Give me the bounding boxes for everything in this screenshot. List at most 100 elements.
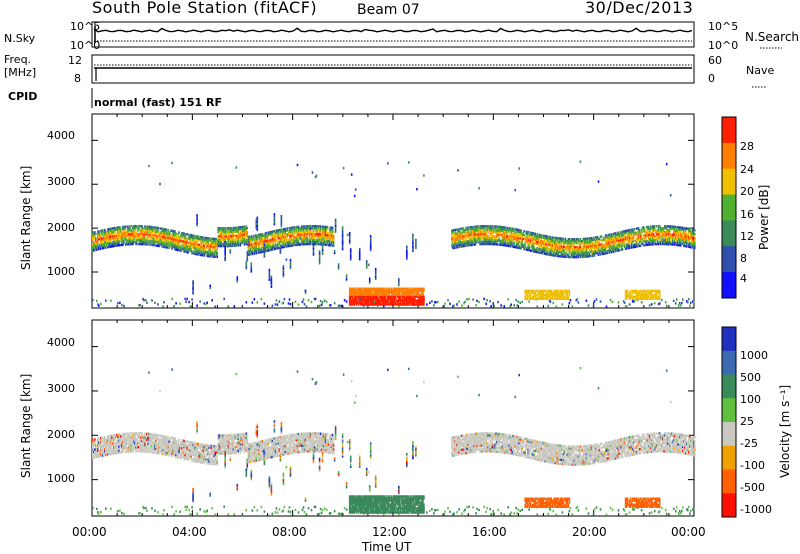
rti-cell xyxy=(644,293,647,297)
rti-cell xyxy=(273,219,276,222)
rti-cell xyxy=(565,247,568,251)
rti-cell xyxy=(217,236,219,240)
rti-cell xyxy=(323,231,326,234)
rti-cell xyxy=(100,229,102,233)
rti-cell xyxy=(383,301,385,304)
rti-cell xyxy=(245,263,248,266)
rti-cell xyxy=(257,245,260,248)
rti-cell xyxy=(176,242,178,245)
rti-cell xyxy=(246,232,249,236)
rti-cell xyxy=(534,248,537,251)
rti-cell xyxy=(597,241,600,245)
rti-cell xyxy=(556,289,559,293)
rti-cell xyxy=(259,251,262,254)
rti-cell xyxy=(622,230,625,233)
rti-cell xyxy=(283,229,286,233)
rti-cell xyxy=(173,236,175,239)
rti-cell xyxy=(454,230,456,234)
rti-cell xyxy=(552,297,555,300)
rti-cell xyxy=(327,243,330,247)
rti-cell xyxy=(212,251,214,254)
rti-cell xyxy=(171,239,173,242)
rti-cell xyxy=(127,229,129,232)
rti-cell xyxy=(563,243,566,247)
rti-cell xyxy=(486,225,488,228)
rti-cell xyxy=(480,227,482,230)
rti-cell xyxy=(286,241,289,244)
rti-cell xyxy=(535,297,538,300)
rti-cell xyxy=(228,236,231,240)
rti-cell xyxy=(535,250,538,254)
rti-cell xyxy=(146,243,148,246)
rti-cell xyxy=(555,289,558,293)
rti-cell xyxy=(110,235,112,238)
rti-cell xyxy=(348,237,351,241)
rti-cell xyxy=(108,237,110,241)
rti-cell xyxy=(562,245,565,248)
rti-cell xyxy=(550,291,553,295)
rti-cell xyxy=(416,301,418,304)
rti-cell xyxy=(162,305,164,308)
rti-cell xyxy=(514,238,516,241)
rti-cell xyxy=(123,231,125,234)
rti-cell xyxy=(531,291,534,295)
rti-cell xyxy=(257,243,260,247)
rti-cell xyxy=(503,230,505,233)
rti-cell xyxy=(501,235,503,239)
rti-cell xyxy=(175,244,177,247)
rti-cell xyxy=(285,245,288,248)
rti-cell xyxy=(353,194,356,198)
rti-cell xyxy=(319,237,322,240)
rti-cell xyxy=(110,245,112,248)
rti-cell xyxy=(190,236,192,239)
rti-cell xyxy=(281,242,284,245)
rti-cell xyxy=(561,249,564,252)
rti-cell xyxy=(519,246,521,250)
rti-cell xyxy=(111,237,113,240)
rti-cell xyxy=(589,241,592,244)
rti-cell xyxy=(556,244,559,248)
rti-cell xyxy=(129,229,131,232)
rti-cell xyxy=(459,233,461,237)
rti-cell xyxy=(135,242,137,246)
rti-cell xyxy=(253,252,256,255)
rti-cell xyxy=(163,239,165,243)
rti-cell xyxy=(658,229,661,232)
rti-cell xyxy=(524,238,526,241)
rti-cell xyxy=(466,232,468,235)
rti-cell xyxy=(636,297,639,300)
rti-cell xyxy=(476,299,478,303)
rti-cell xyxy=(494,227,496,230)
rti-cell xyxy=(579,247,582,251)
rti-cell xyxy=(661,227,664,230)
rti-cell xyxy=(562,239,565,242)
rti-cell xyxy=(233,230,236,234)
rti-cell xyxy=(351,289,354,292)
rti-cell xyxy=(414,289,416,292)
rti-cell xyxy=(556,297,559,300)
power-ytick-4000: 4000 xyxy=(47,129,75,142)
rti-cell xyxy=(518,240,520,244)
rti-cell xyxy=(587,245,590,248)
rti-cell xyxy=(458,245,460,249)
rti-cell xyxy=(331,226,334,230)
rti-cell xyxy=(267,249,270,252)
rti-cell xyxy=(624,293,627,297)
rti-cell xyxy=(589,250,592,254)
rti-cell xyxy=(548,253,551,256)
rti-cell xyxy=(292,236,295,239)
rti-cell xyxy=(368,277,371,280)
rti-cell xyxy=(172,245,174,249)
rti-cell xyxy=(153,244,155,247)
rti-cell xyxy=(293,238,296,241)
rti-cell xyxy=(111,243,113,246)
rti-cell xyxy=(618,249,621,252)
rti-cell xyxy=(321,243,324,246)
rti-cell xyxy=(245,225,248,228)
rti-cell xyxy=(640,240,643,243)
rti-cell xyxy=(181,243,183,247)
rti-cell xyxy=(577,238,580,241)
rti-cell xyxy=(616,233,619,237)
rti-cell xyxy=(330,242,333,245)
rti-cell xyxy=(244,231,247,234)
